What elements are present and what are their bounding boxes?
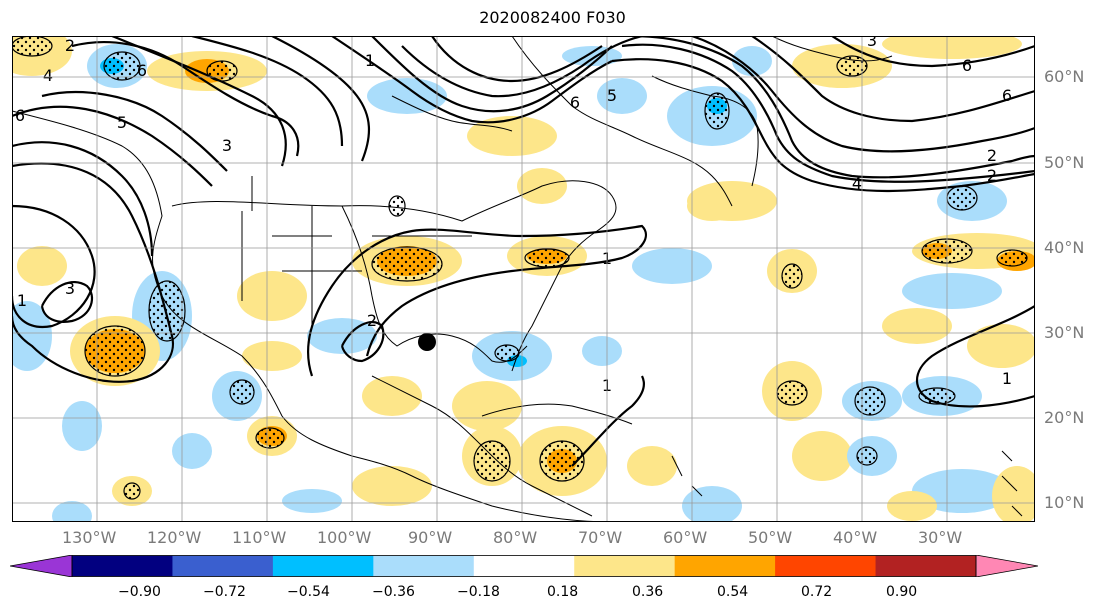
colorbar-tick-label: 0.90: [886, 584, 918, 600]
colorbar-segment: [473, 555, 575, 577]
contour-label: 1: [365, 51, 375, 70]
lat-label: 20°N: [1044, 408, 1085, 427]
colorbar-tick-label: 0.36: [632, 584, 664, 600]
colorbar-segment: [72, 555, 173, 577]
contour-label: 4: [43, 66, 53, 85]
colorbar-extend-high: [975, 555, 1038, 577]
contour-label: 1: [1002, 369, 1012, 388]
contour-label: 6: [1002, 86, 1012, 105]
colorbar-tick-label: −0.54: [287, 584, 330, 600]
contour-label: 3: [222, 136, 232, 155]
contour-label: 2: [987, 166, 997, 185]
lon-label: 80°W: [493, 528, 538, 547]
contour-label: 4: [852, 174, 862, 193]
lat-label: 10°N: [1044, 493, 1085, 512]
colorbar-segment: [875, 555, 977, 577]
contour-label: 5: [607, 86, 617, 105]
lon-label: 100°W: [317, 528, 372, 547]
colorbar-tick-label: 0.72: [801, 584, 833, 600]
contour-labels: 2 1 4 5 3 5 6 6 6 3 2 2 4 1 2 3 1 1 1 6 …: [15, 36, 1012, 395]
map-frame: [12, 36, 1035, 522]
contour-lines: [12, 36, 1035, 467]
lon-label: 90°W: [408, 528, 453, 547]
colorbar-segment: [775, 555, 877, 577]
colorbar-tick-label: −0.72: [203, 584, 246, 600]
contour-label: 2: [367, 311, 377, 330]
colorbar-segment: [574, 555, 676, 577]
storm-center-dot: [418, 333, 436, 351]
contour-label: 6: [962, 56, 972, 75]
contour-label: 2: [987, 146, 997, 165]
colorbar-segment: [172, 555, 274, 577]
lon-label: 40°W: [833, 528, 878, 547]
lon-label: 60°W: [663, 528, 708, 547]
colorbar-tick-label: −0.36: [372, 584, 415, 600]
lon-label: 70°W: [578, 528, 623, 547]
colorbar-frame: [71, 555, 977, 577]
colorbar-extend-low: [10, 555, 73, 577]
contour-label: 6: [570, 93, 580, 112]
lon-label: 120°W: [147, 528, 202, 547]
graticule: [12, 36, 1035, 522]
lat-label: 60°N: [1044, 67, 1085, 86]
contour-label: 1: [17, 291, 27, 310]
colorbar-tick-label: −0.90: [118, 584, 161, 600]
contour-label: 2: [65, 36, 75, 55]
colorbar-tick-label: −0.18: [457, 584, 500, 600]
contour-label: 6: [15, 106, 25, 125]
lat-label: 30°N: [1044, 323, 1085, 342]
colorbar-segment: [272, 555, 374, 577]
lon-label: 130°W: [62, 528, 117, 547]
colorbar: [10, 555, 1038, 577]
lon-label: 50°W: [748, 528, 793, 547]
colorbar-tick-label: 0.54: [717, 584, 749, 600]
lon-label: 110°W: [232, 528, 287, 547]
lat-label: 40°N: [1044, 238, 1085, 257]
contour-label: 3: [65, 279, 75, 298]
colorbar-segment: [373, 555, 475, 577]
contour-label: 3: [867, 36, 877, 50]
lat-label: 50°N: [1044, 153, 1085, 172]
contour-label: 5: [117, 113, 127, 132]
contour-label: 6: [137, 61, 147, 80]
weather-map: 2 1 4 5 3 5 6 6 6 3 2 2 4 1 2 3 1 1 1 6 …: [12, 36, 1035, 522]
lon-label: 30°W: [918, 528, 963, 547]
stipple-regions: [12, 36, 1028, 500]
colorbar-tick-label: 0.18: [547, 584, 579, 600]
map-title: 2020082400 F030: [479, 8, 626, 27]
colorbar-segment: [674, 555, 776, 577]
